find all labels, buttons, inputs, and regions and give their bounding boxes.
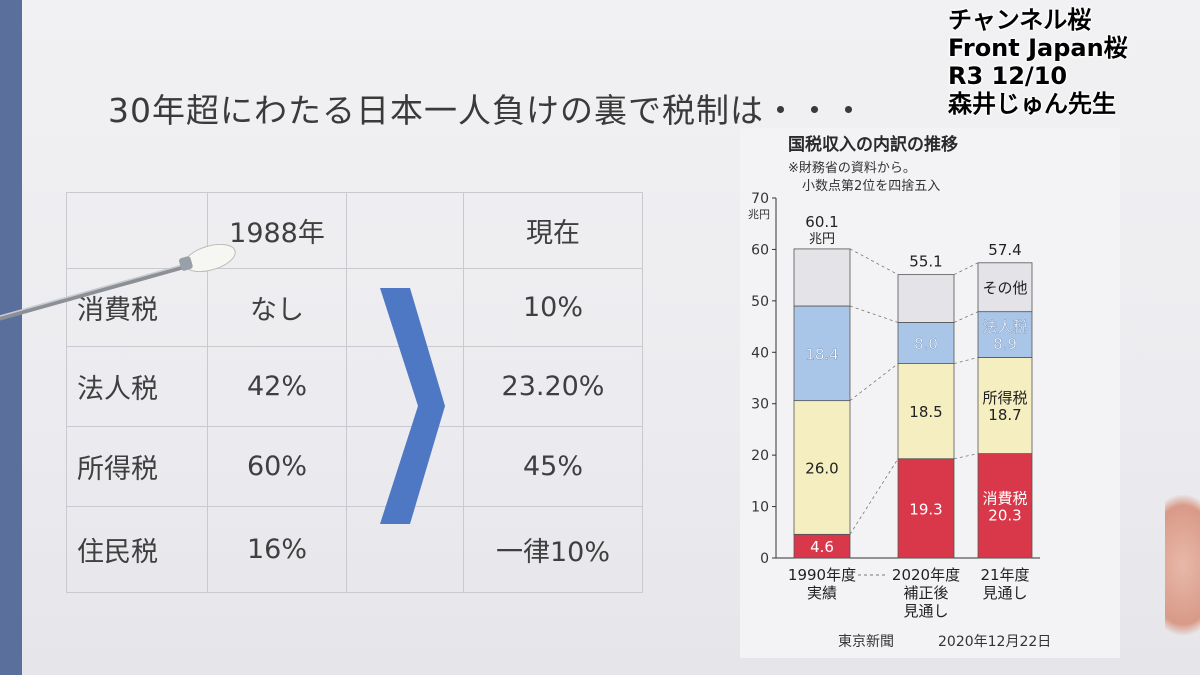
chart-date: 2020年12月22日 [938, 634, 1051, 650]
rate-1988-cell: 60% [207, 426, 347, 507]
connector-line [849, 363, 899, 401]
segment-label: 19.3 [909, 500, 942, 518]
rate-now-cell: 23.20% [463, 346, 643, 427]
y-tick-label: 30 [751, 397, 769, 413]
x-tick-label: 21年度 [980, 566, 1029, 584]
bar-segment-2 [897, 322, 955, 364]
segment-label: 18.7 [988, 406, 1021, 424]
tax-name-cell: 法人税 [66, 346, 208, 427]
tax-comparison-table: 1988年 現在 消費税 なし 10% 法人税 42% 23.20% 所得税 6… [66, 192, 643, 593]
table-header-row: 1988年 現在 [66, 192, 643, 269]
overlay-presenter: 森井じゅん先生 [948, 90, 1116, 118]
right-arrow-icon [380, 288, 445, 524]
x-tick-label: 見通し [982, 584, 1027, 602]
overlay-program: Front Japan桜 [948, 34, 1128, 62]
segment-label: 26.0 [805, 459, 838, 477]
presenter-hand [1165, 495, 1200, 635]
y-tick-label: 50 [751, 294, 769, 310]
overlay-date: R3 12/10 [948, 62, 1068, 90]
bar-segment-1 [793, 400, 851, 535]
broadcast-overlay: チャンネル桜 Front Japan桜 R3 12/10 森井じゅん先生 [948, 6, 1128, 118]
segment-label: 8.0 [914, 335, 938, 353]
total-label: 55.1 [909, 253, 942, 271]
rate-now-cell: 10% [463, 268, 643, 347]
y-tick-label: 10 [751, 500, 769, 516]
segment-label: 18.4 [805, 345, 838, 363]
connector-line [953, 262, 979, 275]
rate-1988-cell: 16% [207, 506, 347, 593]
chart-note: ※財務省の資料から。 [788, 161, 916, 176]
y-unit-label: 兆円 [748, 208, 770, 221]
connector-line [953, 453, 979, 460]
segment-label: 4.6 [810, 538, 834, 556]
x-tick-label: 2020年度 [892, 566, 960, 584]
bar-segment-3 [897, 274, 955, 323]
chart-source: 東京新聞 [838, 634, 894, 650]
x-tick-label: 実績 [807, 584, 837, 602]
x-tick-label: 見通し [903, 602, 948, 620]
segment-label: 所得税 [982, 389, 1027, 407]
segment-label: 法人税 [982, 318, 1027, 336]
overlay-channel: チャンネル桜 [948, 6, 1092, 34]
connector-line [953, 357, 979, 364]
table-header-cell [346, 192, 464, 269]
x-tick-label: 1990年度 [788, 566, 856, 584]
y-tick-label: 20 [751, 448, 769, 464]
chart-title: 国税収入の内訳の推移 [788, 134, 958, 155]
segment-label: 消費税 [982, 489, 1027, 507]
tax-name-cell: 所得税 [66, 426, 208, 507]
x-tick-label: 補正後 [903, 584, 948, 602]
total-label: 57.4 [988, 241, 1021, 259]
table-header-cell [66, 192, 208, 269]
y-tick-label: 60 [751, 242, 769, 258]
pointer-stick [0, 244, 236, 321]
connector-line [849, 305, 899, 323]
segment-label: その他 [982, 279, 1027, 297]
bar-segment-3 [977, 262, 1033, 313]
table-row: 法人税 42% 23.20% [66, 346, 643, 427]
table-row: 所得税 60% 45% [66, 426, 643, 507]
segment-label: 18.5 [909, 403, 942, 421]
total-label: 60.1 [805, 213, 838, 231]
segment-label: 8.9 [993, 335, 1017, 353]
table-header-cell: 1988年 [207, 192, 347, 269]
rate-1988-cell: なし [207, 268, 347, 347]
rate-now-cell: 45% [463, 426, 643, 507]
rate-now-cell: 一律10% [463, 506, 643, 593]
bar-segment-2 [793, 305, 851, 402]
connector-line [953, 311, 979, 323]
y-tick-label: 40 [751, 345, 769, 361]
y-tick-label: 70 [751, 191, 769, 207]
total-unit-label: 兆円 [809, 232, 835, 247]
table-row: 住民税 16% 一律10% [66, 506, 643, 593]
bar-segment-3 [793, 248, 851, 307]
table-header-cell: 現在 [463, 192, 643, 269]
chart-note: 小数点第2位を四捨五入 [802, 178, 940, 194]
slide-headline: 30年超にわたる日本一人負けの裏で税制は・・・ [108, 91, 866, 130]
bar-segment-0 [897, 458, 955, 559]
rate-1988-cell: 42% [207, 346, 347, 427]
y-tick-label: 0 [760, 551, 769, 567]
tax-name-cell: 住民税 [66, 506, 208, 593]
segment-label: 20.3 [988, 506, 1021, 524]
tax-revenue-chart: 国税収入の内訳の推移 ※財務省の資料から。 小数点第2位を四捨五入 0 10 20 3… [740, 128, 1120, 658]
connector-line [849, 458, 899, 535]
